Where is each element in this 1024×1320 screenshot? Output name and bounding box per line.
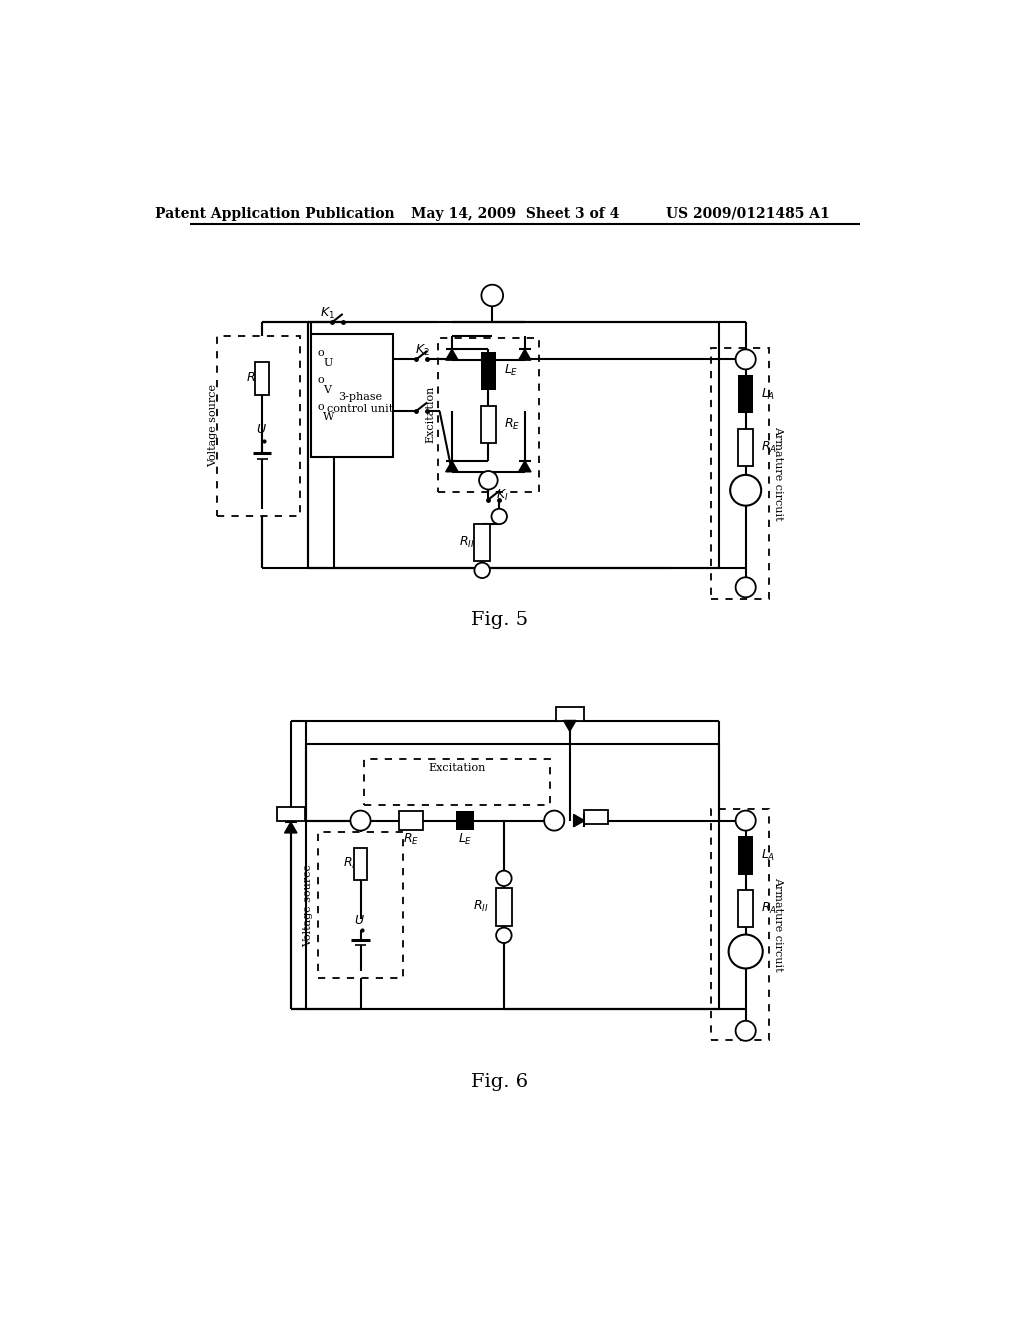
- Bar: [399, 812, 423, 830]
- Bar: [738, 375, 754, 413]
- Text: $R_{II}$: $R_{II}$: [459, 535, 474, 550]
- Polygon shape: [518, 350, 531, 360]
- Text: $R_i$: $R_i$: [343, 857, 356, 871]
- Text: $S_2$: $S_2$: [563, 706, 577, 721]
- Polygon shape: [518, 461, 531, 471]
- Text: $K_1$: $K_1$: [319, 306, 335, 321]
- Text: o: o: [317, 375, 324, 385]
- Text: Fig. 6: Fig. 6: [471, 1073, 528, 1092]
- Bar: [480, 351, 496, 391]
- Bar: [480, 405, 496, 442]
- Circle shape: [735, 810, 756, 830]
- Text: $K_I$: $K_I$: [496, 488, 509, 503]
- Bar: [585, 810, 607, 824]
- Text: o: o: [317, 348, 324, 358]
- Text: Excitation: Excitation: [429, 763, 486, 774]
- Text: $R_A$: $R_A$: [761, 900, 777, 916]
- Text: $L_E$: $L_E$: [504, 363, 518, 379]
- Bar: [308, 322, 719, 568]
- Text: US 2009/0121485 A1: US 2009/0121485 A1: [667, 207, 829, 220]
- Circle shape: [481, 285, 503, 306]
- Text: $S_1$: $S_1$: [590, 810, 603, 824]
- Text: Armature circuit: Armature circuit: [773, 426, 783, 520]
- Text: Excitation: Excitation: [425, 387, 435, 444]
- Bar: [217, 335, 300, 516]
- Polygon shape: [445, 350, 458, 360]
- Text: $R_1$: $R_1$: [493, 510, 506, 523]
- Text: $U$: $U$: [256, 422, 267, 436]
- Bar: [738, 836, 754, 875]
- Circle shape: [735, 1020, 756, 1040]
- Bar: [276, 807, 305, 821]
- Text: $R_E$: $R_E$: [504, 417, 520, 432]
- Circle shape: [474, 562, 489, 578]
- Text: $R_2$: $R_2$: [498, 928, 510, 942]
- Circle shape: [730, 475, 761, 506]
- Polygon shape: [285, 822, 297, 833]
- Text: $L_A$: $L_A$: [761, 387, 775, 401]
- Text: $A_2$: $A_2$: [738, 581, 753, 594]
- Bar: [711, 809, 769, 1040]
- Text: $R_1$: $R_1$: [498, 871, 510, 886]
- Text: Voltage source: Voltage source: [303, 863, 313, 946]
- Text: $A_1$: $A_1$: [738, 352, 753, 366]
- Polygon shape: [445, 461, 458, 471]
- Bar: [556, 706, 584, 721]
- Bar: [306, 743, 719, 1010]
- Circle shape: [492, 508, 507, 524]
- Circle shape: [735, 350, 756, 370]
- Text: $K_2$: $K_2$: [415, 343, 430, 358]
- Bar: [738, 890, 754, 927]
- Text: M: M: [737, 945, 754, 958]
- Text: $R_{II}$: $R_{II}$: [473, 899, 488, 915]
- Text: $A_1$: $A_1$: [738, 813, 753, 828]
- Polygon shape: [563, 721, 575, 731]
- Bar: [496, 887, 512, 927]
- Text: M: M: [737, 483, 754, 498]
- Text: $R_2$: $R_2$: [476, 564, 488, 577]
- Text: Armature circuit: Armature circuit: [773, 878, 783, 972]
- Text: $A_2$: $A_2$: [738, 1024, 753, 1038]
- Bar: [311, 334, 393, 457]
- Text: $R_E$: $R_E$: [402, 832, 419, 846]
- Text: $R_A$: $R_A$: [761, 440, 777, 454]
- Polygon shape: [573, 814, 585, 826]
- Text: o: o: [317, 403, 324, 412]
- Bar: [255, 363, 269, 395]
- Text: $L_A$: $L_A$: [761, 847, 775, 863]
- Circle shape: [479, 471, 498, 490]
- Text: $L_E$: $L_E$: [458, 832, 472, 846]
- Bar: [711, 348, 769, 599]
- Circle shape: [729, 935, 763, 969]
- Text: Patent Application Publication: Patent Application Publication: [156, 207, 395, 220]
- Circle shape: [496, 928, 512, 942]
- Circle shape: [735, 577, 756, 598]
- Text: $B_2$: $B_2$: [548, 813, 561, 828]
- Text: V: V: [324, 385, 332, 395]
- Text: U: U: [324, 358, 333, 368]
- Bar: [353, 847, 368, 880]
- Bar: [474, 524, 489, 561]
- Circle shape: [496, 871, 512, 886]
- Bar: [317, 832, 403, 978]
- Bar: [365, 759, 550, 805]
- Text: $B_1$: $B_1$: [481, 474, 496, 487]
- Text: Voltage source: Voltage source: [208, 384, 218, 467]
- Text: $B_2$: $B_2$: [485, 289, 499, 302]
- Circle shape: [544, 810, 564, 830]
- Bar: [438, 338, 539, 492]
- Text: $R_i$: $R_i$: [246, 371, 259, 387]
- Bar: [738, 429, 754, 466]
- Text: $U$: $U$: [354, 915, 366, 927]
- Text: $S_3$: $S_3$: [284, 807, 297, 821]
- Circle shape: [350, 810, 371, 830]
- Text: W: W: [324, 412, 335, 422]
- Text: Fig. 5: Fig. 5: [471, 611, 528, 630]
- Bar: [456, 812, 474, 830]
- Text: $B_1$: $B_1$: [353, 813, 368, 828]
- Text: May 14, 2009  Sheet 3 of 4: May 14, 2009 Sheet 3 of 4: [412, 207, 620, 220]
- Text: 3-phase
control unit: 3-phase control unit: [327, 392, 393, 414]
